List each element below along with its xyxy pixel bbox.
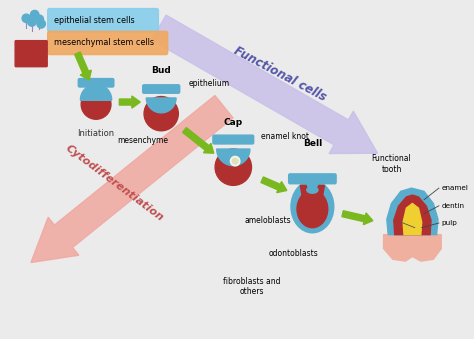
FancyBboxPatch shape — [48, 8, 158, 32]
FancyBboxPatch shape — [15, 60, 47, 67]
Text: enamel: enamel — [441, 185, 468, 191]
Circle shape — [27, 18, 36, 26]
Polygon shape — [31, 96, 233, 262]
Circle shape — [158, 100, 164, 106]
Polygon shape — [75, 52, 91, 80]
Polygon shape — [182, 127, 214, 153]
FancyBboxPatch shape — [143, 85, 180, 93]
Polygon shape — [313, 185, 325, 197]
Polygon shape — [394, 195, 431, 235]
Polygon shape — [152, 15, 377, 154]
Text: Bud: Bud — [151, 66, 171, 75]
FancyBboxPatch shape — [15, 54, 47, 60]
Polygon shape — [383, 235, 441, 261]
Circle shape — [35, 15, 44, 23]
Polygon shape — [217, 149, 250, 166]
Ellipse shape — [297, 191, 328, 228]
FancyBboxPatch shape — [213, 135, 254, 144]
Circle shape — [81, 89, 111, 119]
Polygon shape — [81, 84, 112, 100]
Text: fibroblasts and
others: fibroblasts and others — [223, 277, 281, 296]
Circle shape — [37, 20, 46, 28]
Text: Bell: Bell — [303, 139, 322, 148]
FancyBboxPatch shape — [78, 79, 114, 87]
Circle shape — [30, 11, 39, 19]
Polygon shape — [83, 97, 109, 109]
Text: epithelial stem cells: epithelial stem cells — [54, 16, 135, 25]
Text: mesenchymal stem cells: mesenchymal stem cells — [54, 38, 154, 47]
Text: pulp: pulp — [441, 220, 457, 226]
Circle shape — [144, 97, 178, 131]
Ellipse shape — [291, 181, 334, 233]
Text: enamel knot: enamel knot — [261, 132, 309, 141]
Text: Cytodifferentiation: Cytodifferentiation — [64, 143, 165, 223]
Text: Functional cells: Functional cells — [231, 44, 328, 104]
Text: dentin: dentin — [441, 203, 464, 209]
Text: ameloblasts: ameloblasts — [245, 216, 292, 225]
Circle shape — [230, 156, 240, 166]
Polygon shape — [261, 177, 287, 193]
Text: mesenchyme: mesenchyme — [117, 136, 168, 144]
Circle shape — [22, 14, 30, 22]
Text: Functional
tooth: Functional tooth — [372, 155, 411, 174]
FancyBboxPatch shape — [48, 31, 168, 55]
Polygon shape — [403, 203, 422, 235]
FancyBboxPatch shape — [15, 47, 47, 54]
FancyBboxPatch shape — [15, 41, 47, 47]
FancyBboxPatch shape — [289, 174, 336, 184]
Polygon shape — [119, 96, 140, 108]
Text: Cap: Cap — [224, 118, 243, 127]
Text: odontoblasts: odontoblasts — [269, 248, 319, 258]
Circle shape — [232, 158, 238, 164]
Ellipse shape — [307, 187, 318, 193]
Polygon shape — [301, 185, 311, 197]
Circle shape — [215, 149, 252, 185]
Polygon shape — [146, 98, 176, 113]
Polygon shape — [342, 211, 373, 225]
Polygon shape — [387, 188, 438, 235]
Text: epithelium: epithelium — [189, 79, 230, 88]
Text: Initiation: Initiation — [78, 129, 115, 138]
